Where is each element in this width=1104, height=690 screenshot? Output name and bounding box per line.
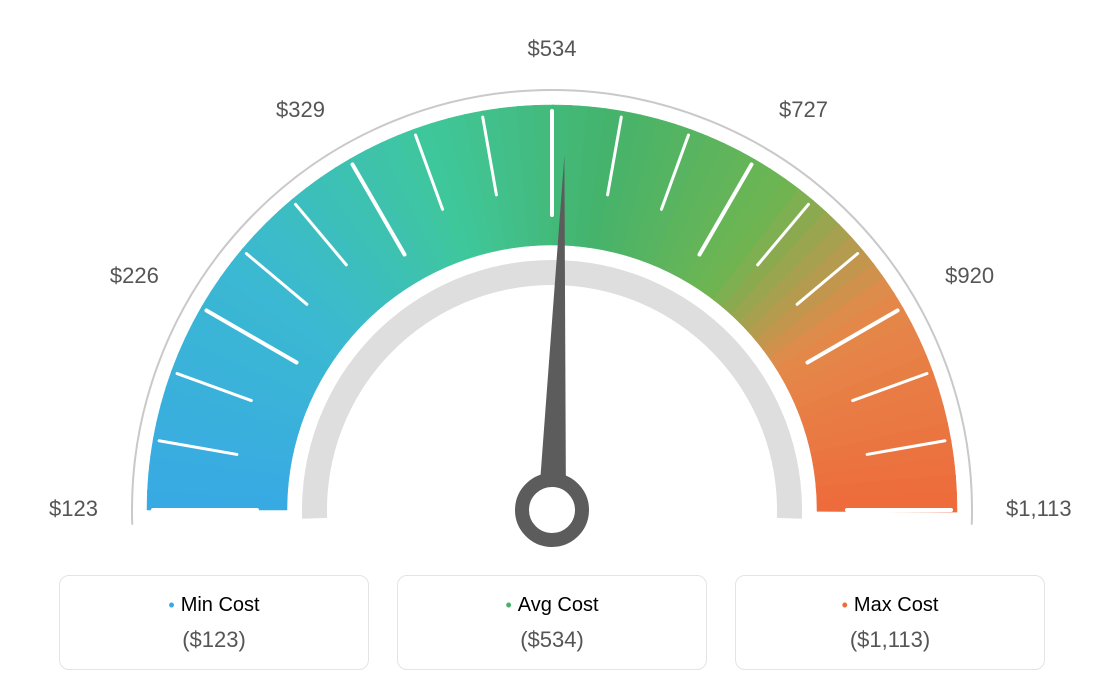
legend-label-avg: Avg Cost [518, 594, 599, 616]
gauge-tick-label: $920 [945, 263, 994, 288]
gauge-tick-label: $123 [49, 496, 98, 521]
gauge-tick-label: $534 [528, 36, 577, 61]
legend-label-max: Max Cost [854, 594, 938, 616]
legend-dot-avg: • [505, 595, 511, 615]
legend-title-avg: • Avg Cost [408, 594, 696, 617]
gauge-tick-label: $226 [110, 263, 159, 288]
legend-card-avg: • Avg Cost ($534) [397, 575, 707, 670]
gauge-tick-label: $1,113 [1006, 496, 1072, 521]
legend-value-max: ($1,113) [746, 627, 1034, 653]
legend-title-max: • Max Cost [746, 594, 1034, 617]
gauge-tick-label: $329 [276, 97, 325, 122]
legend-row: • Min Cost ($123) • Avg Cost ($534) • Max C… [0, 575, 1104, 670]
gauge-svg: $123 $226 $329 $534 $727 $920 $1,113 [0, 10, 1104, 570]
legend-dot-min: • [168, 595, 174, 615]
cost-gauge-chart: $123 $226 $329 $534 $727 $920 $1,113 • Min Cost… [0, 0, 1104, 690]
legend-label-min: Min Cost [181, 594, 260, 616]
gauge-tick-label: $727 [779, 97, 828, 122]
legend-card-min: • Min Cost ($123) [59, 575, 369, 670]
legend-value-avg: ($534) [408, 627, 696, 653]
legend-dot-max: • [842, 595, 848, 615]
legend-title-min: • Min Cost [70, 594, 358, 617]
legend-card-max: • Max Cost ($1,113) [735, 575, 1045, 670]
gauge-area: $123 $226 $329 $534 $727 $920 $1,113 [0, 0, 1104, 560]
legend-value-min: ($123) [70, 627, 358, 653]
